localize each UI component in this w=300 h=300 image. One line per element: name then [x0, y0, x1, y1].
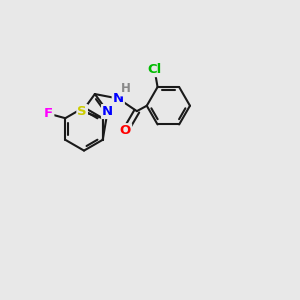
Text: N: N: [113, 92, 124, 105]
Text: Cl: Cl: [147, 63, 162, 76]
Text: H: H: [121, 82, 131, 95]
Text: S: S: [77, 105, 87, 118]
Text: N: N: [102, 105, 113, 118]
Text: F: F: [44, 107, 53, 120]
Text: O: O: [120, 124, 131, 137]
